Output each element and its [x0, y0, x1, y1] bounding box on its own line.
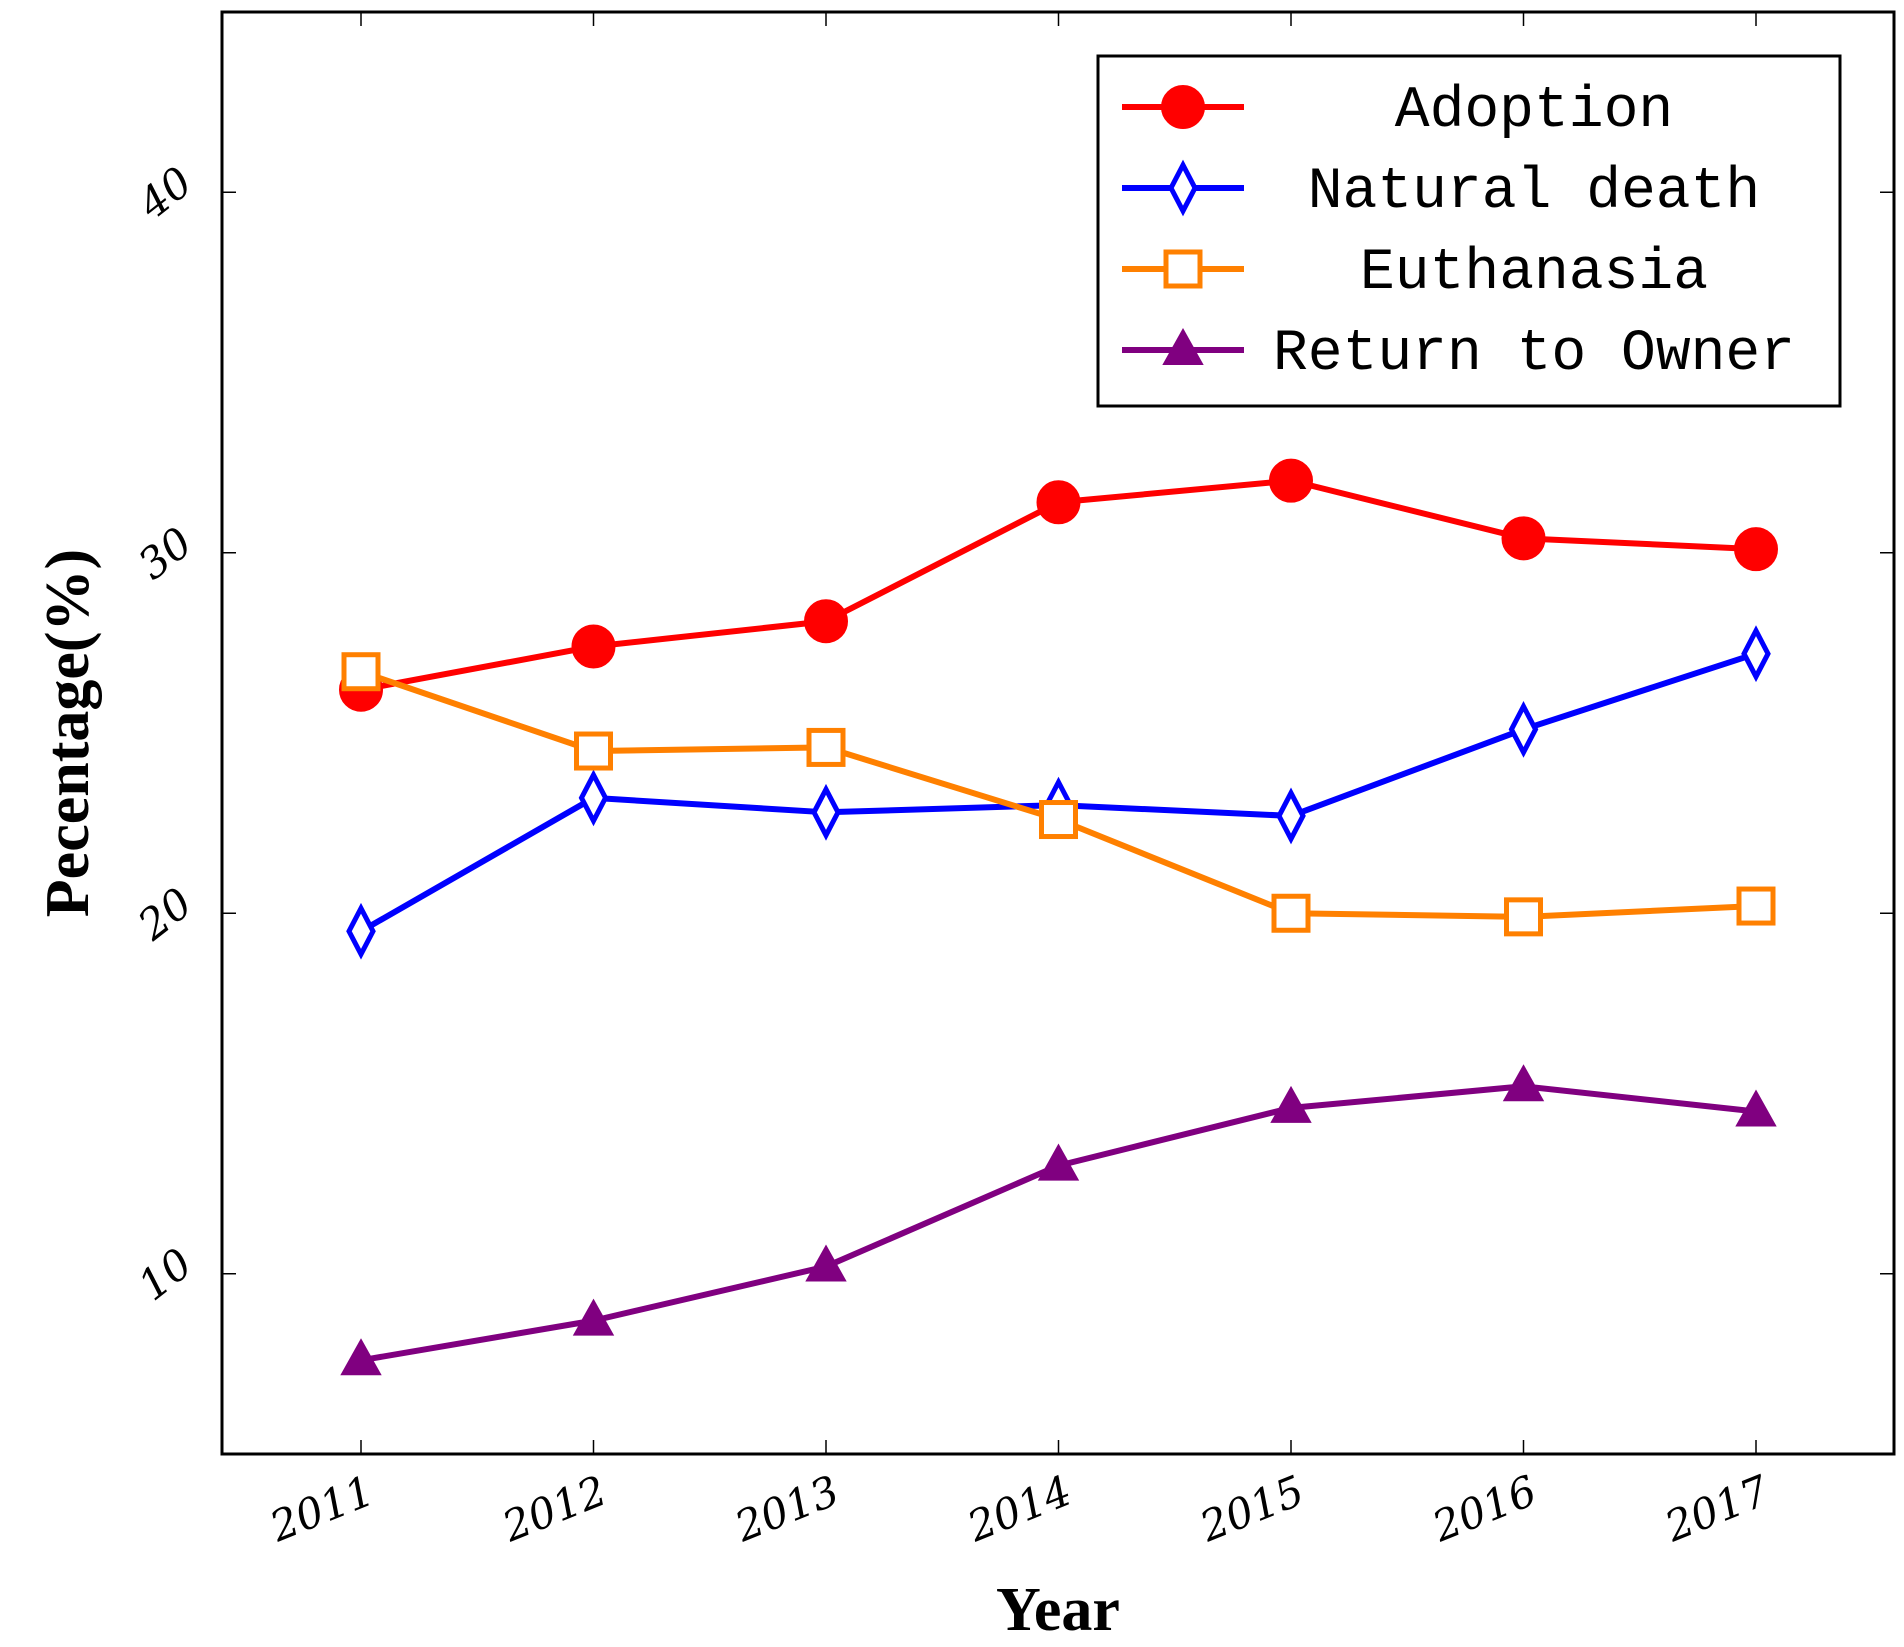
- data-point-euthanasia-2014: [1039, 800, 1078, 840]
- legend-entry-natural-death: Natural death: [1122, 159, 1760, 225]
- data-point-natural-death-2016: [1508, 700, 1539, 758]
- legend-marker-return-to-owner: [1162, 327, 1204, 365]
- data-point-euthanasia-2015: [1271, 893, 1311, 933]
- legend-entry-adoption: Adoption: [1122, 79, 1673, 144]
- data-point-return-to-owner-2017: [1735, 1089, 1777, 1127]
- data-point-return-to-owner-2012: [572, 1298, 615, 1336]
- legend-marker-adoption: [1161, 85, 1205, 129]
- legend-label-return-to-owner: Return to Owner: [1273, 322, 1795, 387]
- series-euthanasia: [341, 652, 1776, 937]
- legend-items: Adoption Natural death Euthanasia Return to…: [1122, 79, 1795, 387]
- legend-label-adoption: Adoption: [1395, 79, 1673, 144]
- data-point-return-to-owner-2013: [805, 1244, 847, 1282]
- series-layer: [339, 458, 1778, 1376]
- data-point-euthanasia-2017: [1736, 886, 1776, 926]
- data-point-euthanasia-2013: [806, 727, 846, 767]
- x-axis-title: Year: [996, 1576, 1120, 1644]
- data-point-adoption-2013: [804, 599, 848, 644]
- data-point-euthanasia-2012: [574, 731, 613, 771]
- data-point-euthanasia-2011: [341, 652, 381, 692]
- data-point-euthanasia-2016: [1504, 897, 1543, 937]
- data-point-return-to-owner-2015: [1270, 1085, 1312, 1123]
- data-point-return-to-owner-2014: [1037, 1143, 1080, 1181]
- legend-entry-euthanasia: Euthanasia: [1122, 241, 1708, 306]
- legend-entry-return-to-owner: Return to Owner: [1122, 322, 1795, 387]
- data-point-adoption-2017: [1734, 527, 1778, 572]
- data-point-natural-death-2011: [346, 902, 376, 960]
- data-point-adoption-2012: [571, 624, 616, 669]
- y-axis-title: Pecentage(%): [34, 549, 102, 917]
- legend-marker-euthanasia: [1163, 249, 1203, 289]
- data-point-natural-death-2013: [811, 783, 841, 841]
- data-point-natural-death-2017: [1741, 625, 1771, 683]
- data-point-natural-death-2015: [1276, 787, 1306, 845]
- data-point-adoption-2014: [1036, 480, 1081, 525]
- series-return-to-owner: [340, 1064, 1777, 1376]
- data-point-adoption-2016: [1501, 516, 1546, 561]
- data-point-adoption-2015: [1269, 458, 1313, 503]
- data-point-natural-death-2012: [578, 769, 609, 827]
- legend-label-natural-death: Natural death: [1308, 160, 1760, 225]
- data-point-return-to-owner-2016: [1502, 1064, 1545, 1102]
- data-point-return-to-owner-2011: [340, 1338, 382, 1376]
- legend: Adoption Natural death Euthanasia Return to…: [1096, 54, 1842, 408]
- legend-marker-natural-death: [1168, 159, 1198, 217]
- legend-label-euthanasia: Euthanasia: [1360, 241, 1708, 306]
